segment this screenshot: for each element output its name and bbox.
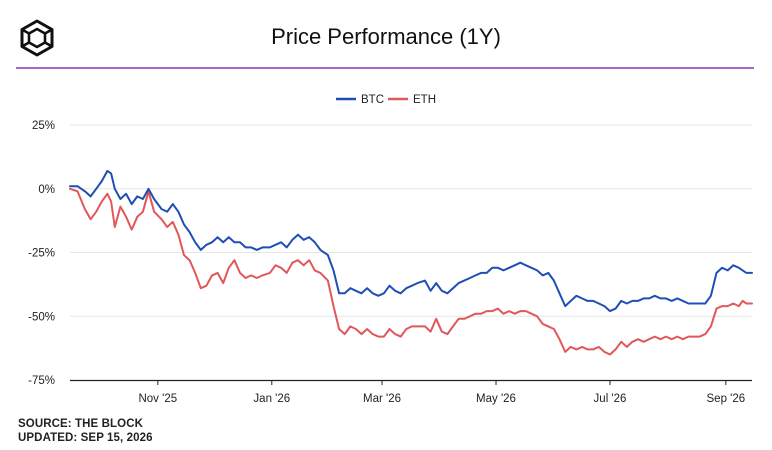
legend-label-eth: ETH [413,94,436,106]
y-tick-label: -25% [28,248,55,260]
chart-title: Price Performance (1Y) [271,24,501,49]
y-tick-label: 0% [38,184,55,196]
x-tick-label: Nov '25 [138,393,177,405]
updated-note: UPDATED: SEP 15, 2026 [18,432,153,444]
y-tick-label: 25% [32,120,55,132]
x-tick-label: Mar '26 [363,393,401,405]
legend-label-btc: BTC [361,94,384,106]
series-line-eth [69,187,753,356]
x-tick-label: Jan '26 [253,393,290,405]
series-line-btc [69,169,753,313]
x-tick-label: Sep '26 [707,393,746,405]
y-tick-label: -75% [28,375,55,387]
line-chart: 25% 0% -25% -50% -75% Nov '25 Jan '26 Mar '26 Ma… [28,94,753,405]
chart-header: Price Performance (1Y) [0,0,772,69]
header-divider [16,67,754,69]
the-block-cube-icon [20,19,54,57]
source-note: SOURCE: THE BLOCK [18,418,144,430]
x-tick-label: Jul '26 [594,393,627,405]
x-tick-label: May '26 [476,393,516,405]
y-tick-label: -50% [28,311,55,323]
